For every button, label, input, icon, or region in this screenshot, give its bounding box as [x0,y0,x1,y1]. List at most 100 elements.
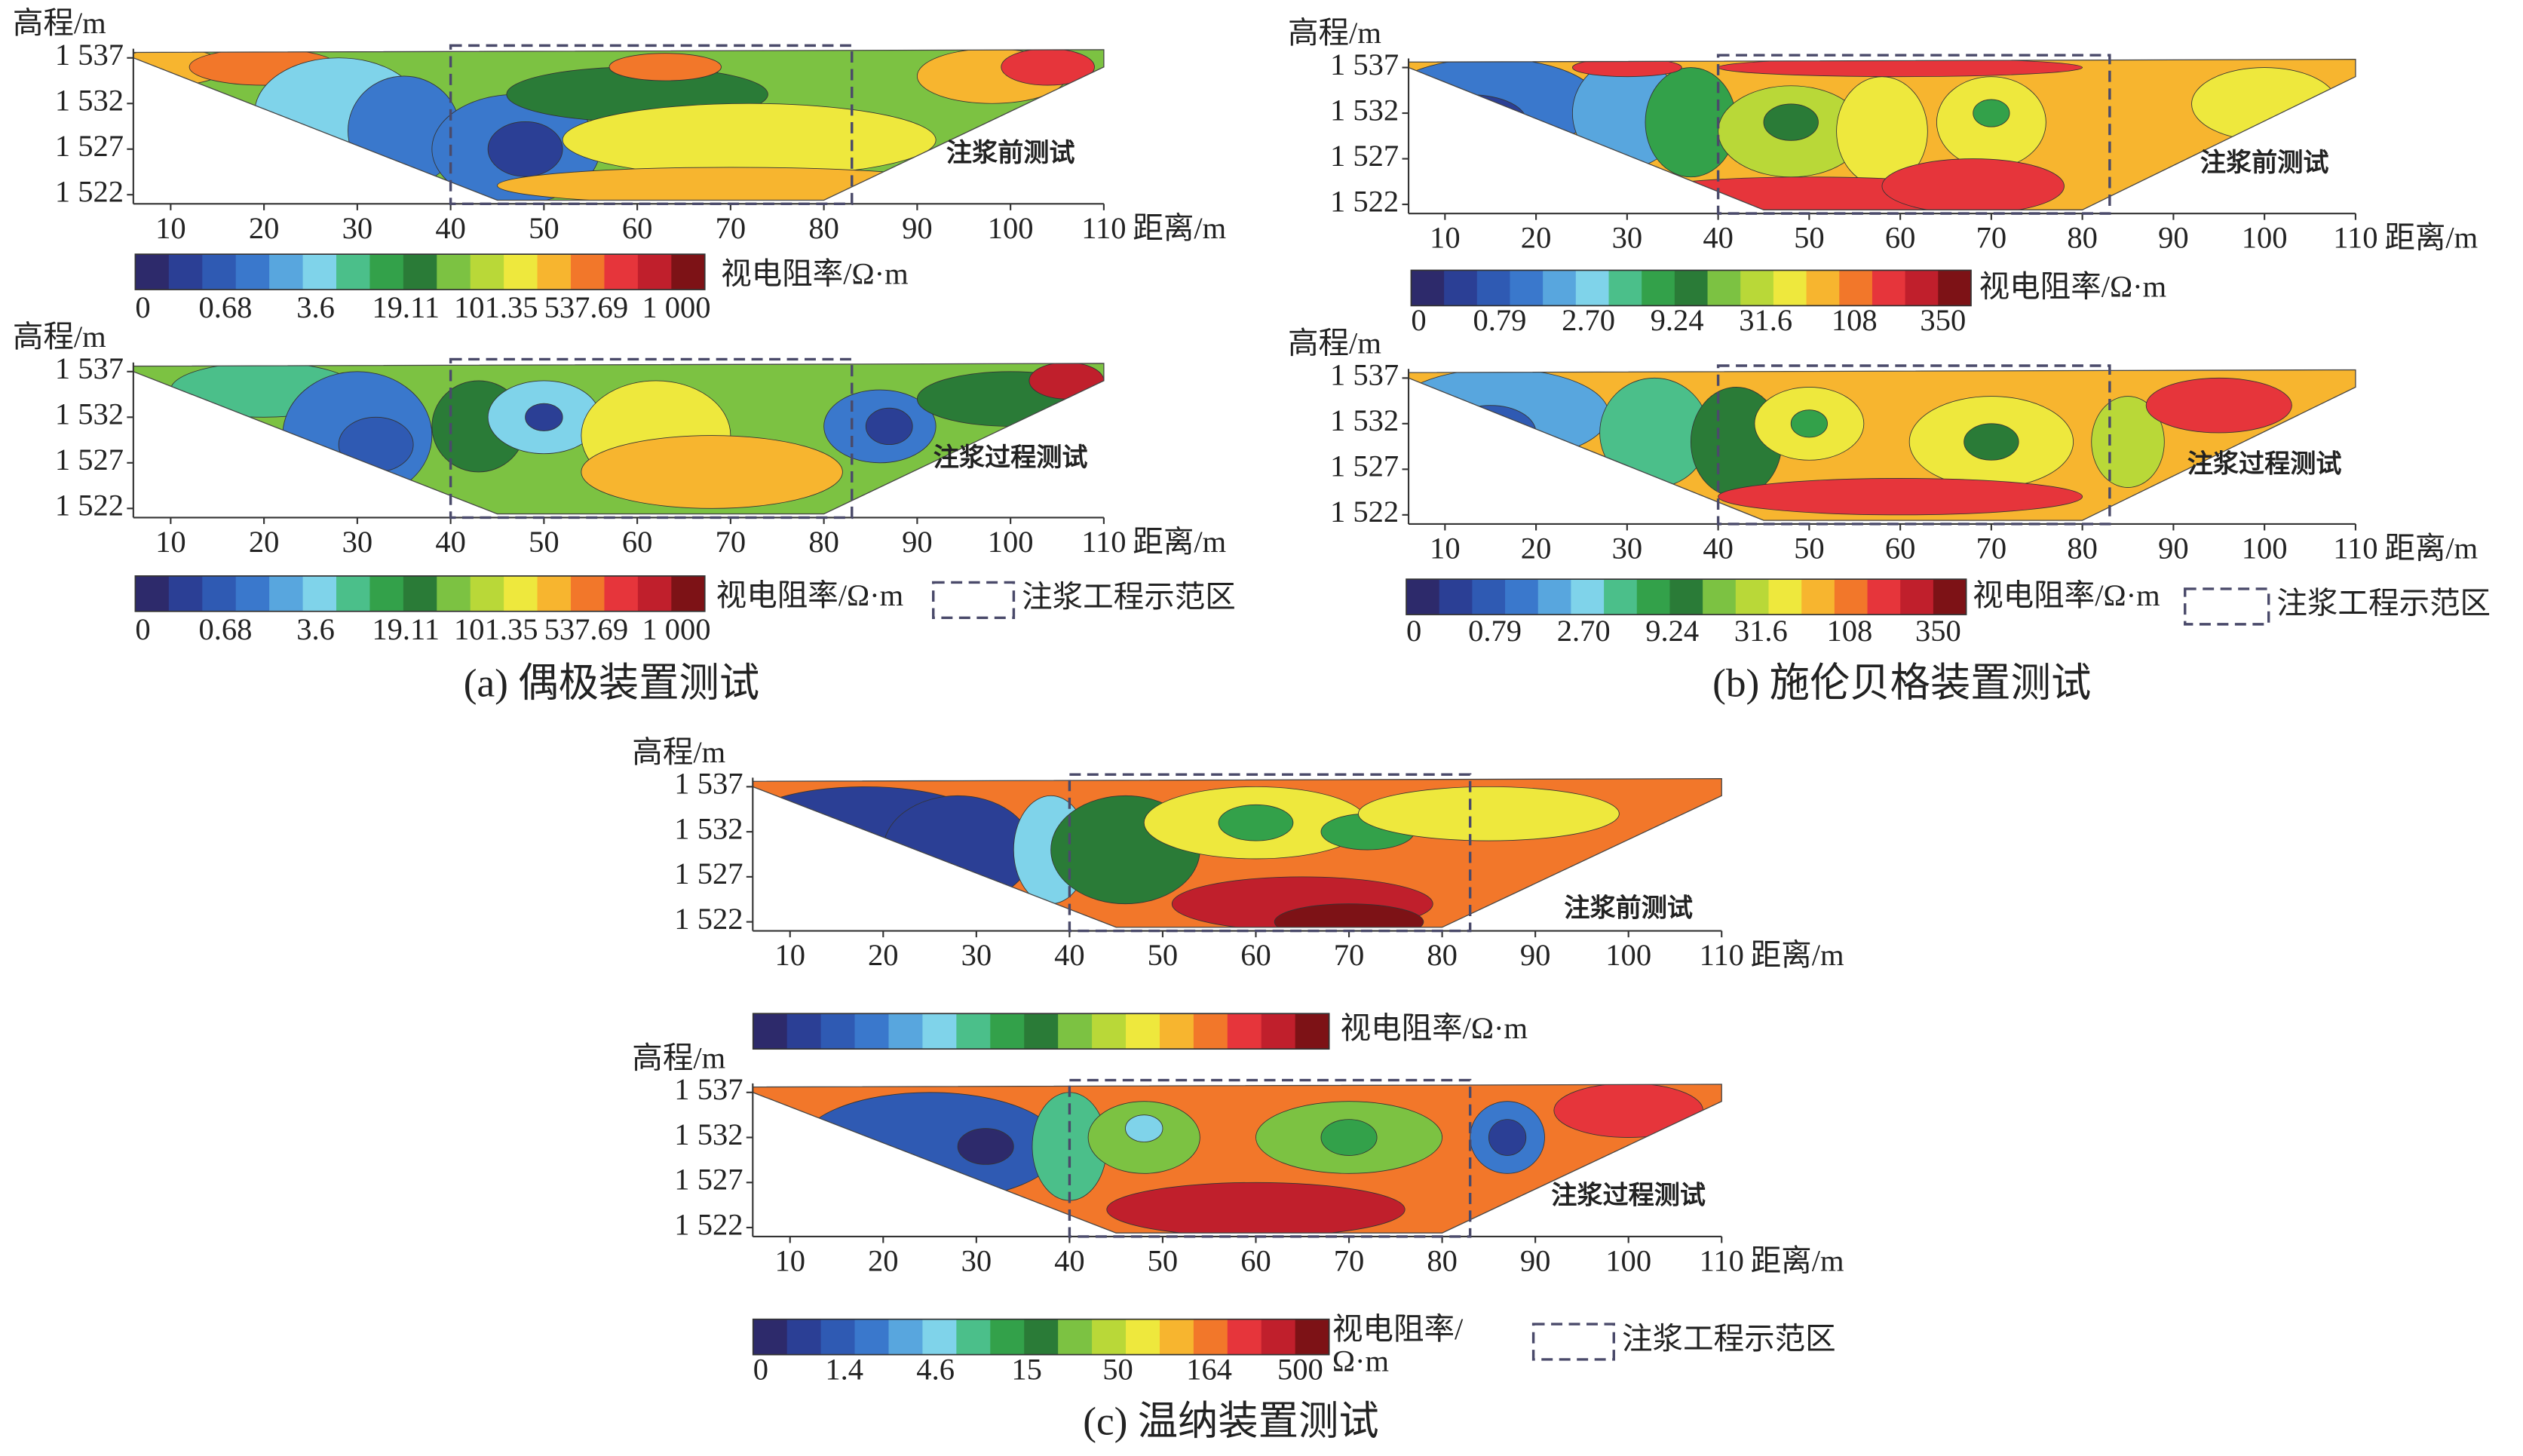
y-tick-label: 1 532 [674,811,743,845]
colorbar-swatch [571,575,605,612]
x-tick-label: 30 [961,1244,992,1278]
colorbar-swatch [888,1319,924,1355]
colorbar-swatch [1193,1319,1228,1355]
colorbar-swatch [168,254,203,290]
colorbar-tick-label: 0 [1406,614,1421,648]
colorbar-swatch [269,575,304,612]
colorbar-swatch [1159,1013,1194,1050]
colorbar-swatch [1703,579,1737,615]
colorbar-tick-label: 19.11 [372,290,440,324]
section [753,1084,1722,1234]
colorbar-tick-label: 31.6 [1734,614,1788,648]
colorbar-tick-label: 1 000 [642,612,710,646]
region-box [1716,54,2111,215]
x-tick-label: 30 [342,211,373,245]
y-tick-label: 1 527 [1330,449,1399,483]
x-axis-label: 距离/m [1751,938,1844,972]
annotation: 注浆过程测试 [2187,449,2342,479]
colorbar-swatch [336,254,371,290]
contour-zone [609,53,722,81]
x-tick-label: 60 [1885,221,1916,255]
colorbar-tick-label: 1 000 [642,290,710,324]
colorbar-swatch [1537,579,1572,615]
y-axis-label: 高程/m [13,6,106,40]
colorbar-swatch [604,254,639,290]
y-tick-label: 1 537 [674,767,743,801]
colorbar-swatch [956,1319,991,1355]
y-tick-label: 1 527 [55,129,124,163]
colorbar-swatch [1406,579,1440,615]
contour-zone [581,435,843,509]
colorbar-swatch [1126,1319,1160,1355]
x-tick-label: 30 [961,938,992,972]
y-tick-label: 1 522 [674,1207,743,1241]
colorbar-tick-label: 350 [1920,303,1966,337]
x-tick-label: 10 [155,525,186,559]
colorbar-tick-label: 0.79 [1473,303,1527,337]
colorbar-frame [1410,269,1972,307]
x-tick-label: 110 [1700,938,1744,972]
x-tick-label: 80 [808,525,839,559]
x-tick-label: 110 [2333,532,2377,566]
colorbar-tick-label: 2.70 [1557,614,1611,648]
x-tick-label: 40 [1703,532,1734,566]
x-tick-label: 10 [774,1244,805,1278]
colorbar-frame [134,253,706,290]
x-tick-label: 60 [1240,1244,1271,1278]
x-tick-label: 80 [2067,532,2098,566]
colorbar-swatch [571,254,605,290]
contour-zone [1218,804,1294,841]
colorbar-swatch [1571,579,1605,615]
colorbar-tick-label: 1.4 [825,1352,863,1386]
colorbar-tick-label: 15 [1011,1352,1042,1386]
colorbar-tick-label: 108 [1832,303,1878,337]
region-box [1068,1078,1472,1238]
colorbar-swatch [1669,579,1703,615]
x-tick-label: 90 [2158,532,2189,566]
colorbar-swatch [1636,579,1671,615]
colorbar-swatch [922,1013,957,1050]
colorbar-swatch [302,575,337,612]
y-tick-label: 1 537 [55,351,124,385]
colorbar-tick-label: 0.79 [1468,614,1522,648]
annotation: 注浆前测试 [1564,894,1693,924]
legend-box [932,581,1016,620]
x-tick-label: 70 [1334,1244,1365,1278]
region-box [449,357,854,520]
contour-zone [1763,103,1819,141]
colorbar-label: Ω·m [1332,1344,1389,1378]
contour-zone [562,103,937,177]
colorbar-swatch [671,254,706,290]
colorbar-swatch [202,254,237,290]
x-tick-label: 60 [622,211,653,245]
x-tick-label: 40 [435,211,466,245]
colorbar-frame [134,575,706,612]
colorbar-swatch [1261,1319,1296,1355]
x-tick-label: 70 [716,525,746,559]
colorbar-swatch [537,575,572,612]
x-tick-label: 80 [2067,221,2098,255]
contour-zone [487,121,563,177]
colorbar-swatch [336,575,371,612]
x-tick-label: 80 [1427,938,1458,972]
legend-label: 注浆工程示范区 [2276,587,2491,621]
colorbar-swatch [235,254,270,290]
contour-zone [1001,49,1095,86]
contour-zone [1964,423,2019,461]
y-tick-label: 1 537 [55,38,124,72]
x-tick-label: 100 [2242,532,2288,566]
x-axis-label: 距离/m [1751,1244,1844,1278]
colorbar-swatch [637,575,672,612]
colorbar-tick-label: 0 [753,1352,768,1386]
x-tick-label: 70 [1976,532,2007,566]
annotation: 注浆前测试 [946,138,1075,168]
colorbar-label: 视电阻率/ [1332,1312,1464,1346]
colorbar-swatch [820,1319,856,1355]
contour-zone [1881,158,2065,210]
contour-zone [1718,478,2083,516]
x-tick-label: 30 [1612,532,1643,566]
x-tick-label: 100 [988,211,1034,245]
colorbar-swatch [1092,1319,1127,1355]
contour-zone [1444,405,1537,461]
colorbar-tick-label: 500 [1277,1352,1323,1386]
